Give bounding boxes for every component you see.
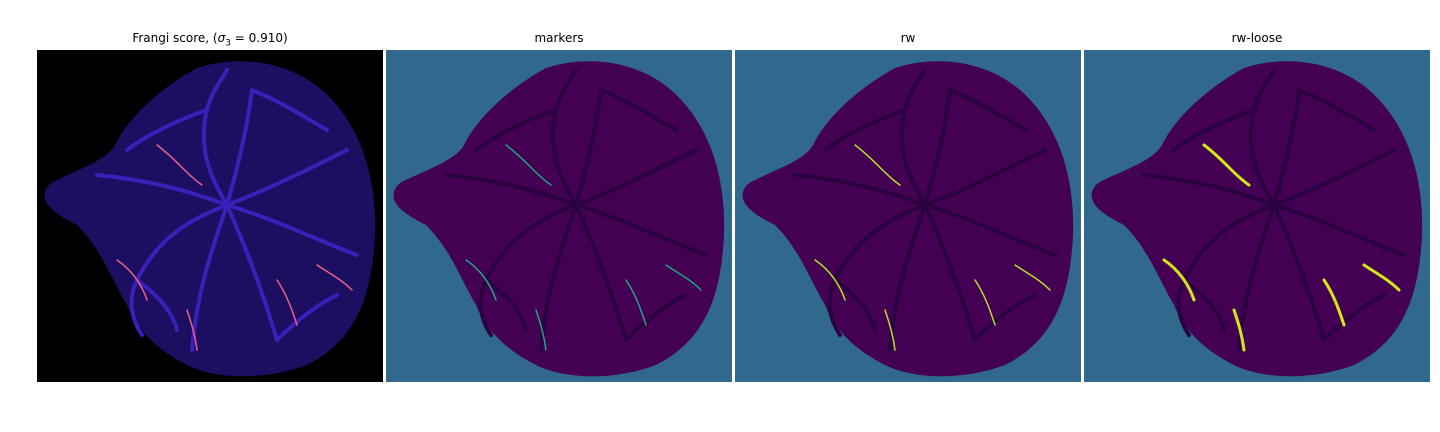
rw-canvas: [735, 50, 1081, 382]
frangi-score-canvas: [37, 50, 383, 382]
panel-title-rw: rw: [735, 31, 1081, 45]
panel-title-frangi: Frangi score, (σ3 = 0.910): [37, 31, 383, 48]
markers-canvas: [386, 50, 732, 382]
rw-image: [735, 50, 1081, 382]
rw-loose-image: [1084, 50, 1430, 382]
markers-image: [386, 50, 732, 382]
rw-loose-canvas: [1084, 50, 1430, 382]
panel-title-markers: markers: [386, 31, 732, 45]
frangi-score-image: [37, 50, 383, 382]
panel-title-rw-loose: rw-loose: [1084, 31, 1430, 45]
